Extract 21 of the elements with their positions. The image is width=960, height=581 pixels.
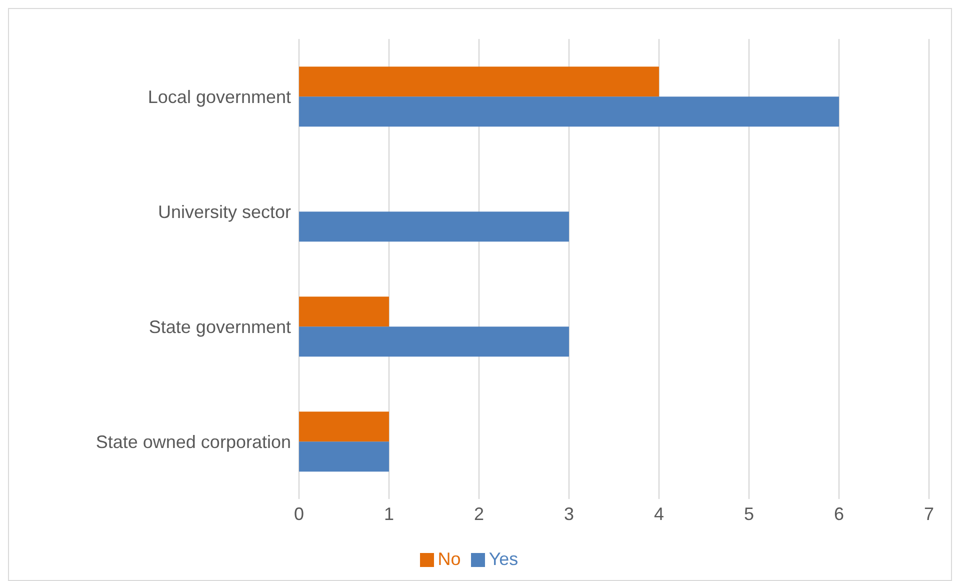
x-tick-label: 2 <box>474 504 484 524</box>
x-tick-label: 7 <box>924 504 934 524</box>
bar <box>299 96 839 127</box>
legend-label: Yes <box>488 549 518 569</box>
x-tick-label: 6 <box>834 504 844 524</box>
legend-label: No <box>438 549 461 569</box>
x-tick-label: 1 <box>384 504 394 524</box>
bar <box>299 66 659 97</box>
y-tick-label: State owned corporation <box>96 432 291 452</box>
y-tick-label: State government <box>148 316 291 337</box>
y-tick-label: University sector <box>158 202 292 222</box>
bar <box>299 296 389 327</box>
bar <box>299 212 569 242</box>
x-tick-label: 3 <box>564 504 574 524</box>
x-tick-label: 4 <box>654 504 664 524</box>
bar <box>299 412 389 442</box>
x-tick-label: 0 <box>294 504 304 524</box>
y-tick-label: Local government <box>148 86 291 107</box>
bar <box>299 326 569 357</box>
bar <box>299 442 389 472</box>
x-tick-label: 5 <box>744 504 754 524</box>
